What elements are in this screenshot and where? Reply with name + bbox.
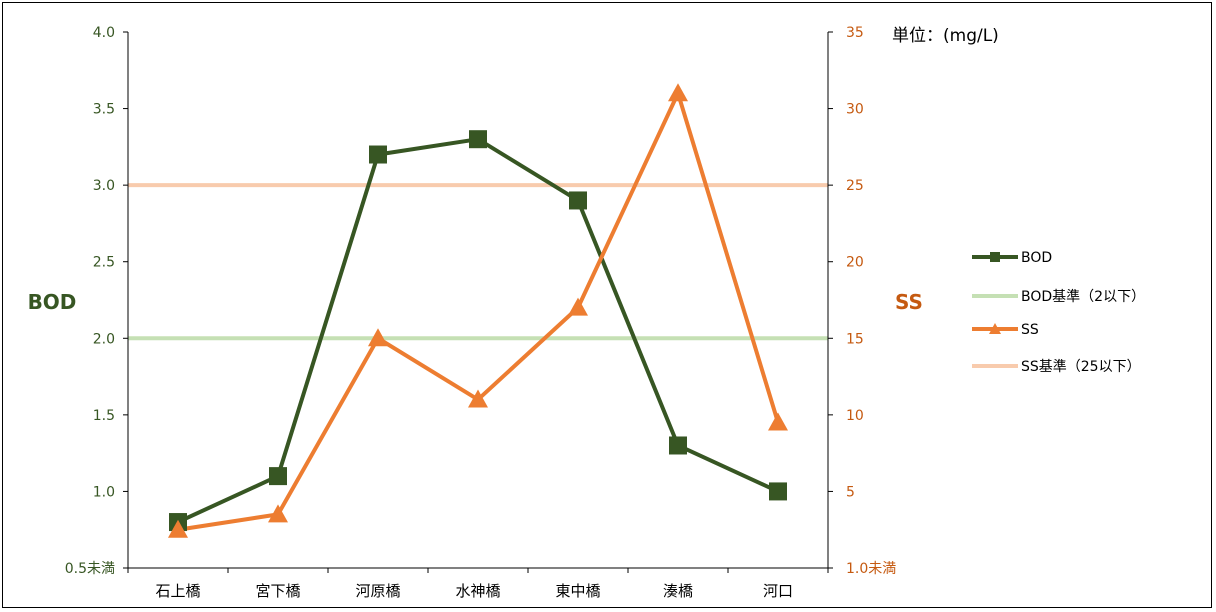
- legend-item: SS: [972, 322, 1039, 338]
- legend-swatch-marker: [989, 323, 1001, 334]
- left-tick-label: 2.5: [93, 255, 115, 271]
- series-line-bod: [177, 137, 779, 524]
- legend-item: SS基準（25以下）: [972, 358, 1141, 375]
- left-tick-label: 2.0: [93, 331, 115, 347]
- reference-lines: [128, 183, 828, 341]
- bod-point: [769, 482, 787, 501]
- right-tick-label: 30: [846, 102, 864, 118]
- right-tick-label: 25: [846, 178, 864, 194]
- ss-point: [768, 412, 788, 431]
- right-tick-label: 10: [846, 408, 864, 424]
- axes: [127, 32, 829, 569]
- right-tick-label: 5: [846, 484, 855, 500]
- series-markers: [168, 83, 788, 538]
- left-tick-label: 1.0: [93, 484, 115, 500]
- x-axis-ticks: 石上橋 宮下橋 河原橋 水神橋 東中橋 湊橋 河口: [127, 568, 829, 600]
- right-tick-label: 35: [846, 25, 864, 41]
- right-axis-ticks: 1.0未満 5 10 15 20 25 30 35: [828, 25, 896, 577]
- bod-point: [669, 436, 687, 455]
- x-category-label: 東中橋: [555, 582, 600, 600]
- right-tick-label: 20: [846, 255, 864, 271]
- series-line-ss: [177, 91, 780, 532]
- ss-point: [468, 389, 488, 408]
- legend-label: SS基準（25以下）: [1021, 358, 1141, 375]
- x-category-label: 宮下橋: [255, 582, 300, 600]
- legend-label: BOD基準（2以下）: [1021, 288, 1145, 305]
- series-lines: [177, 91, 780, 532]
- left-tick-label: 4.0: [93, 25, 115, 41]
- ss-point: [168, 519, 188, 538]
- legend-label: SS: [1021, 322, 1039, 338]
- bod-point: [469, 130, 487, 149]
- bod-point: [569, 191, 587, 210]
- x-category-label: 河原橋: [355, 582, 400, 600]
- left-tick-label: 3.0: [93, 178, 115, 194]
- legend-label: BOD: [1021, 250, 1052, 266]
- left-axis-title: BOD: [28, 290, 77, 314]
- unit-label: 単位：(mg/L): [892, 26, 999, 46]
- x-category-label: 水神橋: [455, 582, 500, 600]
- left-tick-label: 1.5: [93, 408, 115, 424]
- x-category-label: 河口: [763, 582, 793, 600]
- left-tick-label: 0.5未満: [65, 561, 115, 577]
- bod-point: [369, 145, 387, 164]
- x-category-label: 湊橋: [663, 582, 693, 600]
- legend-swatch-marker: [990, 252, 1000, 262]
- ss-point: [568, 297, 588, 316]
- x-category-label: 石上橋: [155, 582, 200, 600]
- legend: BOD BOD基準（2以下） SS SS基準（25以下）: [972, 250, 1145, 375]
- legend-item: BOD基準（2以下）: [972, 288, 1145, 305]
- right-tick-label: 1.0未満: [846, 561, 896, 577]
- right-axis-title: SS: [895, 290, 923, 314]
- ss-point: [268, 504, 288, 523]
- bod-point: [269, 467, 287, 486]
- left-axis-ticks: 0.5未満 1.0 1.5 2.0 2.5 3.0 3.5 4.0: [65, 25, 128, 577]
- left-tick-label: 3.5: [93, 102, 115, 118]
- right-tick-label: 15: [846, 331, 864, 347]
- ss-point: [368, 328, 388, 347]
- ss-point: [668, 83, 688, 102]
- legend-item: BOD: [972, 250, 1052, 266]
